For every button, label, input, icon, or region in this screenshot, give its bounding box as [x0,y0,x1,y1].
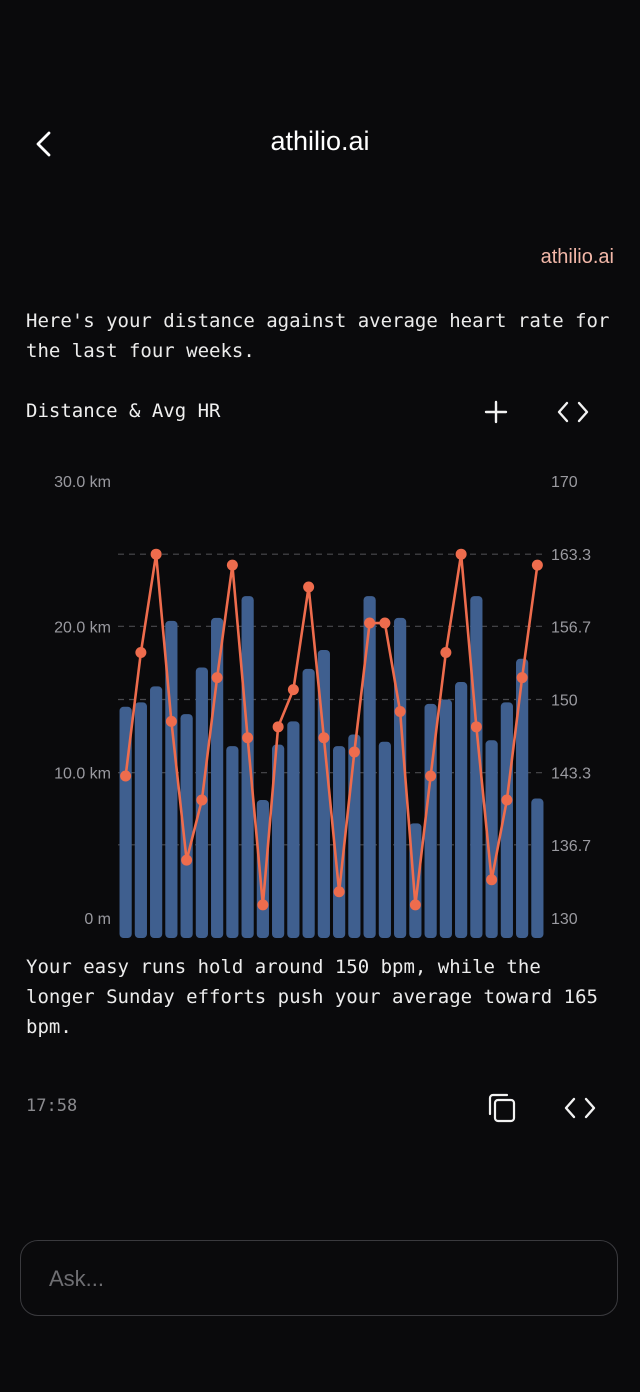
distance-bar [455,682,468,938]
heart-rate-point [196,794,208,806]
distance-bar [439,699,452,938]
heart-rate-point [287,684,299,696]
message-timestamp: 17:58 [26,1096,78,1116]
distance-bar [302,668,315,938]
y-right-tick-label: 130 [551,911,578,928]
heart-rate-point [486,874,498,886]
distance-bar [211,617,224,938]
distance-bar [226,746,239,938]
message-intro-text: Here's your distance against average hea… [26,310,610,362]
heart-rate-point [409,899,421,911]
heart-rate-point [150,548,162,560]
heart-rate-point [135,647,147,659]
view-chart-code-button[interactable] [553,392,593,432]
y-right-tick-label: 136.7 [551,838,591,855]
message-sender: athilio.ai [540,246,614,268]
y-left-tick-label: 20.0 km [54,620,111,637]
distance-bar [500,702,513,938]
code-icon [557,401,589,423]
heart-rate-point [425,770,437,782]
distance-bar [424,703,437,938]
y-right-tick-label: 150 [551,693,578,710]
y-right-tick-label: 143.3 [551,766,591,783]
heart-rate-point [379,617,391,629]
distance-bar [378,741,391,938]
heart-rate-line [124,552,539,907]
distance-bar [287,721,300,938]
heart-rate-point [272,721,284,733]
heart-rate-point [455,548,467,560]
ask-input[interactable] [47,1241,591,1317]
distance-bar [134,702,147,938]
distance-bar [363,596,376,938]
distance-bar [516,658,529,938]
view-message-code-button[interactable] [560,1088,600,1128]
heart-rate-point [165,715,177,727]
heart-rate-point [364,617,376,629]
distance-bar [531,798,544,938]
heart-rate-point [470,721,482,733]
distance-bar [180,714,193,938]
message-outro-text: Your easy runs hold around 150 bpm, whil… [26,956,598,1038]
heart-rate-point [501,794,513,806]
add-chart-button[interactable] [476,392,516,432]
heart-rate-point [120,770,132,782]
distance-bar [150,686,163,938]
heart-rate-point [394,706,406,718]
copy-icon [488,1093,516,1123]
ask-input-container[interactable] [20,1240,618,1317]
heart-rate-point [181,854,193,866]
heart-rate-point [348,746,360,758]
distance-bar [241,596,254,938]
heart-rate-point [440,647,452,659]
distance-hr-chart: 30.0 km 20.0 km 10.0 km 0 m 170 163.3 156.7 150… [0,460,640,950]
y-right-tick-label: 163.3 [551,547,591,564]
page-title: athilio.ai [270,126,370,156]
y-left-tick-label: 30.0 km [54,474,111,491]
heart-rate-point [333,886,345,898]
heart-rate-point [211,672,223,684]
distance-bar [119,706,132,938]
heart-rate-point [516,672,528,684]
heart-rate-point [318,732,330,744]
chart-title: Distance & Avg HR [26,400,221,422]
chevron-left-icon [36,131,51,157]
heart-rate-point [242,732,254,744]
back-button[interactable] [26,126,62,162]
distance-bar [272,744,285,938]
y-right-tick-label: 170 [551,474,578,491]
heart-rate-point [226,559,238,571]
chart-canvas: 30.0 km 20.0 km 10.0 km 0 m 170 163.3 156.7 150… [54,474,591,938]
heart-rate-point [257,899,269,911]
app-header: athilio.ai [0,112,640,176]
distance-bar [348,734,361,938]
heart-rate-point [531,559,543,571]
plus-icon [484,400,508,424]
copy-message-button[interactable] [483,1088,523,1128]
y-left-tick-label: 0 m [84,911,111,928]
distance-bar [317,649,330,938]
heart-rate-point [303,581,315,593]
y-left-tick-label: 10.0 km [54,765,111,782]
code-icon [564,1097,596,1119]
distance-bar [485,740,498,938]
y-right-tick-label: 156.7 [551,619,591,636]
